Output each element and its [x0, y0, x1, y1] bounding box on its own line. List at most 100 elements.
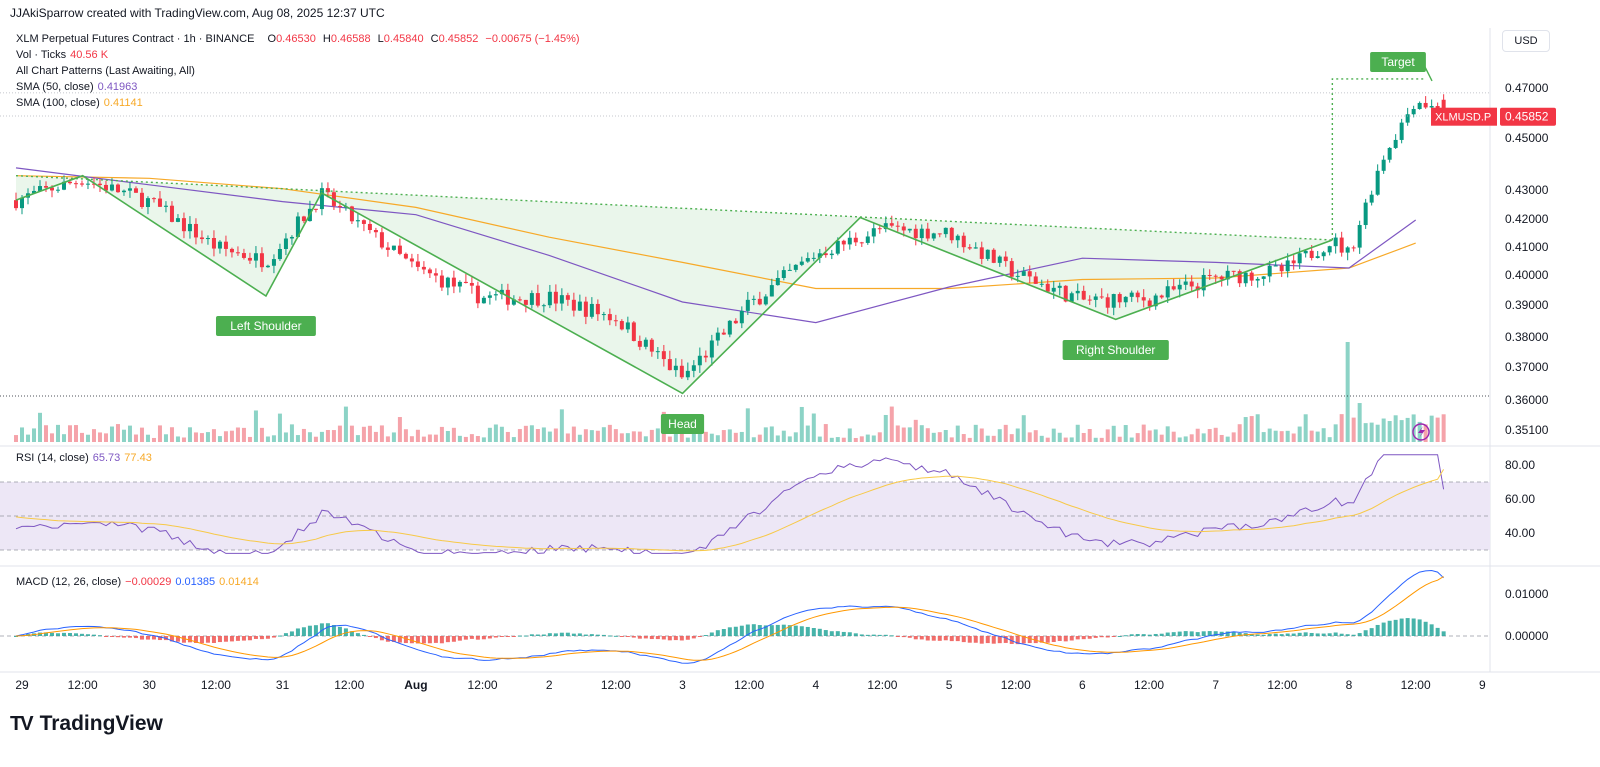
macd-hist-bar — [253, 636, 258, 639]
pattern-label-head[interactable]: Head — [660, 414, 705, 434]
candle-body — [319, 188, 324, 210]
macd-hist-bar — [1339, 633, 1344, 636]
candle-body — [1351, 247, 1356, 249]
macd-hist-bar — [445, 636, 450, 643]
rsi-legend[interactable]: RSI (14, close) 65.73 77.43 — [16, 452, 152, 464]
sma100-legend[interactable]: SMA (100, close) 0.41141 — [16, 97, 143, 109]
candle-body — [103, 184, 108, 191]
pattern-label-left-shoulder[interactable]: Left Shoulder — [215, 316, 316, 336]
macd-hist-bar — [535, 634, 540, 636]
macd-hist-bar — [1051, 636, 1056, 643]
candle-body — [589, 303, 594, 317]
lightning-circle — [1412, 423, 1430, 441]
tradingview-brand[interactable]: TV TradingView — [10, 712, 163, 736]
volume-bar — [1291, 433, 1296, 442]
candle-body — [1363, 202, 1368, 226]
candle-body — [1417, 102, 1422, 109]
macd-hist-bar — [343, 628, 348, 636]
candle-body — [601, 314, 606, 316]
volume-bar — [1111, 425, 1116, 442]
candle-body — [1003, 256, 1008, 262]
pattern-label-right-shoulder[interactable]: Right Shoulder — [1062, 340, 1169, 360]
macd-hist-bar — [1105, 636, 1110, 638]
candle-body — [895, 225, 900, 227]
candle-body — [421, 266, 426, 270]
volume-bar — [985, 435, 990, 442]
macd-hist-bar — [1435, 627, 1440, 636]
candle-body — [475, 285, 480, 304]
macd-hist-bar — [1279, 634, 1284, 636]
patterns-legend[interactable]: All Chart Patterns (Last Awaiting, All) — [16, 65, 195, 77]
volume-bar — [613, 429, 618, 442]
macd-hist-bar — [271, 636, 276, 638]
candle-body — [745, 299, 750, 311]
volume-bar — [391, 432, 396, 442]
sma50-legend[interactable]: SMA (50, close) 0.41963 — [16, 81, 137, 93]
macd-hist-bar — [121, 636, 126, 638]
macd-pane[interactable] — [0, 569, 1490, 664]
macd-legend[interactable]: MACD (12, 26, close) −0.00029 0.01385 0.014… — [16, 576, 259, 588]
macd-hist-bar — [1063, 636, 1068, 642]
volume-bar — [73, 425, 78, 442]
candle-body — [19, 197, 24, 209]
candle-body — [265, 265, 270, 268]
macd-hist-bar — [1201, 631, 1206, 636]
tradingview-logo-icon: TV — [10, 712, 34, 735]
volume-bar — [1285, 430, 1290, 442]
candle-body — [625, 322, 630, 330]
volume-bar — [145, 434, 150, 442]
price-pane[interactable]: Left Shoulder Head Right Shoulder Target — [0, 52, 1490, 442]
last-price-tag[interactable]: XLMUSD.P 0.45852 — [1431, 107, 1556, 126]
symbol-legend[interactable]: XLM Perpetual Futures Contract · 1h · BI… — [16, 33, 580, 45]
macd-hist-bar — [541, 634, 546, 636]
macd-hist-bar — [439, 636, 444, 644]
candle-body — [373, 230, 378, 233]
volume-bars — [14, 342, 1446, 442]
volume-bar — [1237, 424, 1242, 442]
macd-signal-value: 0.01414 — [219, 576, 259, 588]
candle-body — [1237, 271, 1242, 284]
macd-signal-line — [15, 576, 1444, 661]
macd-hist-bar — [979, 636, 984, 644]
volume-bar — [991, 435, 996, 442]
macd-hist-bar — [739, 625, 744, 636]
macd-hist-bar — [295, 628, 300, 636]
candle-body — [97, 183, 102, 185]
volume-bar — [1309, 430, 1314, 442]
volume-bar — [301, 428, 306, 442]
rsi-pane[interactable] — [0, 454, 1490, 555]
pattern-label-target[interactable]: Target — [1370, 52, 1426, 72]
macd-hist-bar — [331, 625, 336, 636]
candle-body — [817, 253, 822, 258]
volume-bar — [127, 425, 132, 442]
candle-body — [277, 249, 282, 260]
volume-bar — [967, 437, 972, 442]
macd-hist-bar — [247, 636, 252, 641]
lightning-icon[interactable] — [1412, 423, 1430, 441]
volume-bar — [49, 433, 54, 442]
candle-body — [997, 256, 1002, 263]
volume-bar — [1141, 424, 1146, 442]
volume-bar — [1429, 415, 1434, 442]
macd-hist-bar — [1393, 619, 1398, 636]
candle-body — [775, 277, 780, 286]
currency-button[interactable]: USD — [1502, 30, 1550, 52]
volume-legend[interactable]: Vol · Ticks 40.56 K — [16, 49, 108, 61]
volume-bar — [793, 432, 798, 442]
volume-bar — [625, 433, 630, 442]
candle-body — [1255, 278, 1260, 281]
macd-hist-bar — [919, 636, 924, 640]
candle-body — [637, 340, 642, 347]
volume-bar — [727, 429, 732, 442]
volume-bar — [1357, 403, 1362, 442]
macd-hist-bar — [1309, 632, 1314, 636]
volume-bar — [1279, 431, 1284, 442]
volume-bar — [1093, 437, 1098, 442]
candle-body — [1393, 139, 1398, 148]
candle-body — [1327, 246, 1332, 253]
macd-hist-bar — [97, 635, 102, 637]
sma100-value: 0.41141 — [103, 97, 143, 109]
macd-hist-bar — [517, 635, 522, 637]
volume-bar — [1441, 414, 1446, 442]
